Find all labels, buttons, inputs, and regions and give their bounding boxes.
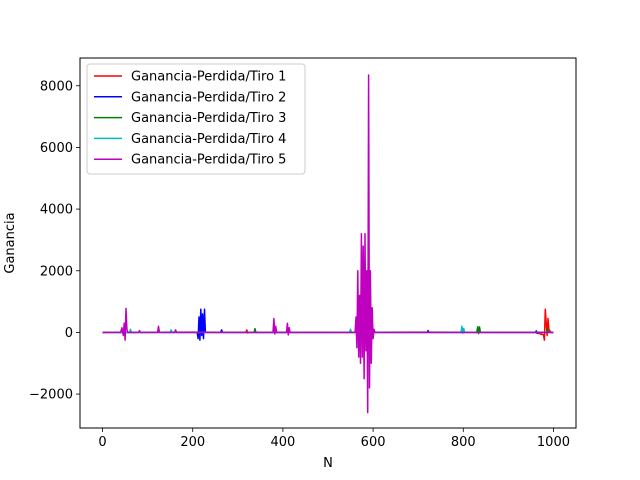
series-line-1 (102, 308, 554, 341)
legend-label-5: Ganancia-Perdida/Tiro 5 (131, 153, 286, 168)
y-tick-label: 2000 (40, 264, 73, 279)
x-tick-label: 200 (180, 435, 205, 450)
series-line-3 (102, 326, 554, 335)
y-tick-label: −2000 (29, 388, 73, 403)
y-axis-ticks: −2000 0 2000 4000 6000 8000 (29, 79, 80, 403)
legend: Ganancia-Perdida/Tiro 1 Ganancia-Perdida/… (86, 63, 306, 175)
y-axis-label: Ganancia (3, 212, 18, 273)
x-tick-label: 1000 (537, 435, 570, 450)
legend-box (86, 63, 306, 175)
y-tick-label: 8000 (40, 79, 73, 94)
x-tick-label: 600 (361, 435, 386, 450)
x-tick-label: 800 (451, 435, 476, 450)
series-layer (102, 74, 554, 414)
series-line-5 (102, 74, 554, 414)
legend-label-4: Ganancia-Perdida/Tiro 4 (131, 132, 286, 147)
legend-label-2: Ganancia-Perdida/Tiro 2 (131, 90, 286, 105)
legend-label-3: Ganancia-Perdida/Tiro 3 (131, 111, 286, 126)
x-axis-label: N (323, 456, 333, 471)
plot-frame (79, 57, 577, 429)
y-tick-label: 4000 (40, 203, 73, 218)
x-tick-label: 0 (98, 435, 106, 450)
x-axis-ticks: 0 200 400 600 800 1000 (98, 428, 570, 450)
y-tick-label: 6000 (40, 141, 73, 156)
y-tick-label: 0 (65, 326, 73, 341)
x-tick-label: 400 (270, 435, 295, 450)
legend-label-1: Ganancia-Perdida/Tiro 1 (131, 70, 286, 85)
